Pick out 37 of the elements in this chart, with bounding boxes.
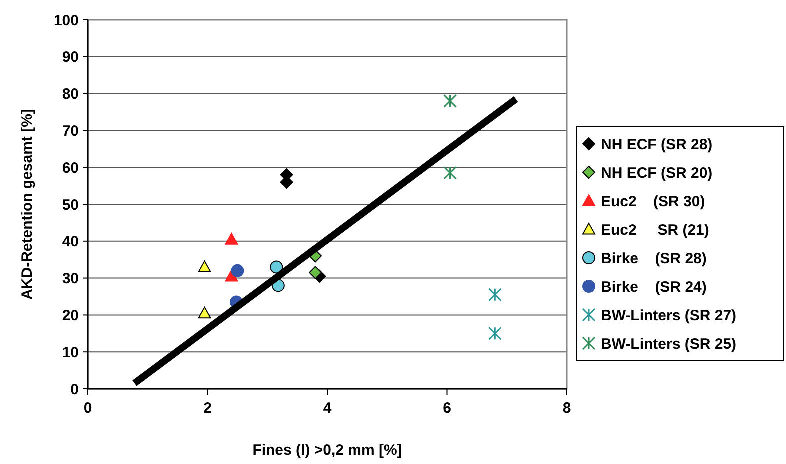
y-tick-label: 50 xyxy=(62,196,79,214)
y-tick-label: 70 xyxy=(62,122,79,140)
y-axis-title: AKD-Retention gesamt [%] xyxy=(19,109,36,300)
x-tick-label: 8 xyxy=(562,400,572,417)
legend-label: Birke (SR 24) xyxy=(601,278,707,296)
y-tick-label: 40 xyxy=(62,234,79,251)
legend-label: BW-Linters (SR 27) xyxy=(601,307,737,324)
legend-label: Euc2 (SR 30) xyxy=(601,193,706,210)
legend-label: BW-Linters (SR 25) xyxy=(601,336,737,353)
y-tick-label: 30 xyxy=(62,270,79,288)
point xyxy=(443,94,457,108)
legend-label: Birke (SR 28) xyxy=(601,250,707,268)
y-tick-label: 0 xyxy=(70,381,79,398)
legend-label: NH ECF (SR 28) xyxy=(601,136,713,154)
x-tick-label: 6 xyxy=(443,400,452,417)
x-tick-label: 4 xyxy=(323,400,332,417)
y-tick-label: 80 xyxy=(62,86,79,104)
y-tick-label: 60 xyxy=(62,160,79,177)
y-tick-label: 90 xyxy=(62,49,79,66)
point xyxy=(225,270,238,282)
point xyxy=(443,166,457,180)
legend-label: NH ECF (SR 20) xyxy=(601,164,713,182)
point xyxy=(198,306,212,319)
point xyxy=(198,260,212,273)
point xyxy=(488,288,502,302)
x-axis-title: Fines (l) >0,2 mm [%] xyxy=(252,442,402,459)
point xyxy=(270,260,284,274)
y-tick-label: 10 xyxy=(62,344,79,362)
point xyxy=(309,266,322,280)
point xyxy=(231,264,244,278)
x-tick-label: 2 xyxy=(204,400,212,417)
point xyxy=(225,233,238,245)
legend-label: Euc2 SR (21) xyxy=(601,222,710,239)
x-tick-label: 0 xyxy=(84,400,92,417)
point xyxy=(488,326,502,340)
y-tick-label: 100 xyxy=(54,12,79,30)
y-tick-label: 20 xyxy=(62,307,79,324)
